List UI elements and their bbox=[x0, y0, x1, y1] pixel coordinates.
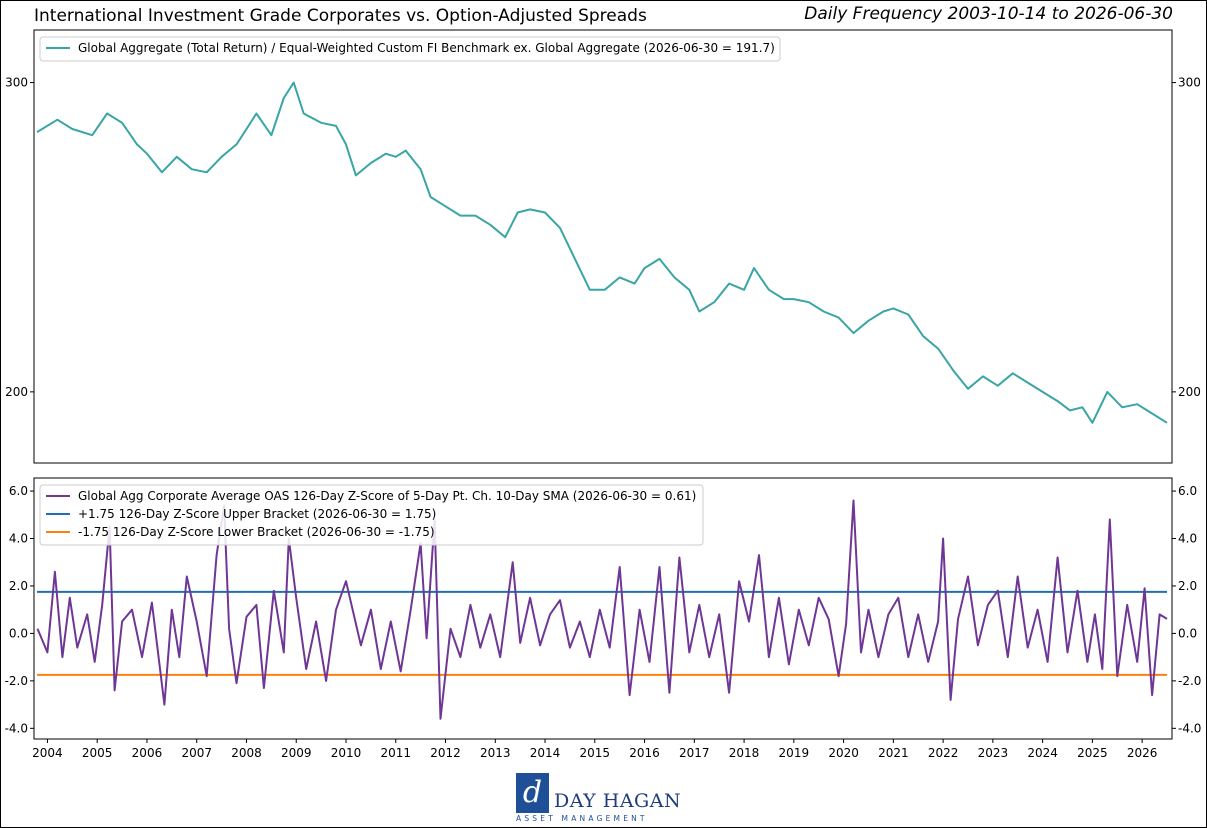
x-tick: 2021 bbox=[878, 739, 909, 760]
x-tick: 2009 bbox=[281, 739, 312, 760]
x-tick: 2004 bbox=[32, 739, 63, 760]
x-tick-label: 2007 bbox=[181, 746, 212, 760]
y-tick-label-left: 6.0 bbox=[9, 484, 28, 498]
x-tick-label: 2009 bbox=[281, 746, 312, 760]
y-tick-label-right: 2.0 bbox=[1178, 579, 1197, 593]
y-tick: 200 200 bbox=[5, 385, 1201, 399]
logo-tagline: ASSET MANAGEMENT bbox=[516, 814, 648, 823]
x-tick-label: 2026 bbox=[1127, 746, 1158, 760]
y-tick: -4.0 -4.0 bbox=[5, 721, 1202, 735]
y-tick-label-left: 200 bbox=[5, 385, 28, 399]
axes-frame bbox=[33, 477, 1173, 740]
y-tick: 4.0 4.0 bbox=[9, 532, 1197, 546]
y-tick: 0.0 0.0 bbox=[9, 626, 1197, 640]
x-tick: 2019 bbox=[779, 739, 810, 760]
axes-frame bbox=[33, 29, 1173, 464]
legend-box bbox=[39, 484, 704, 546]
x-tick: 2007 bbox=[181, 739, 212, 760]
y-tick-label-right: 4.0 bbox=[1178, 532, 1197, 546]
chart-subtitle: Daily Frequency 2003-10-14 to 2026-06-30 bbox=[804, 4, 1173, 24]
x-tick: 2023 bbox=[978, 739, 1009, 760]
x-tick-label: 2010 bbox=[331, 746, 362, 760]
x-tick-label: 2008 bbox=[231, 746, 262, 760]
legend: Global Agg Corporate Average OAS 126-Day… bbox=[39, 484, 704, 546]
legend-entry-2: +1.75 126-Day Z-Score Upper Bracket (202… bbox=[78, 507, 436, 521]
y-tick: 6.0 6.0 bbox=[9, 484, 1197, 498]
x-tick-label: 2018 bbox=[729, 746, 760, 760]
y-tick-label-right: -2.0 bbox=[1178, 674, 1201, 688]
x-tick-label: 2020 bbox=[828, 746, 859, 760]
legend-entry-1: Global Agg Corporate Average OAS 126-Day… bbox=[78, 489, 696, 503]
y-tick-label-right: 200 bbox=[1178, 385, 1201, 399]
x-tick-label: 2013 bbox=[480, 746, 511, 760]
x-tick-label: 2004 bbox=[32, 746, 63, 760]
x-tick-label: 2005 bbox=[82, 746, 113, 760]
panel-1: 200 200 300 300 Global Aggregate (Total Retu… bbox=[5, 29, 1201, 464]
y-tick-label-left: 0.0 bbox=[9, 626, 28, 640]
series-line-1 bbox=[36, 81, 1168, 424]
legend-entry-3: -1.75 126-Day Z-Score Lower Bracket (202… bbox=[78, 525, 435, 539]
legend-entry-1: Global Aggregate (Total Return) / Equal-… bbox=[78, 41, 775, 55]
x-tick: 2013 bbox=[480, 739, 511, 760]
x-tick: 2017 bbox=[679, 739, 710, 760]
x-tick-label: 2025 bbox=[1077, 746, 1108, 760]
x-tick: 2006 bbox=[132, 739, 163, 760]
x-tick: 2026 bbox=[1127, 739, 1158, 760]
x-tick-label: 2016 bbox=[629, 746, 660, 760]
x-tick: 2010 bbox=[331, 739, 362, 760]
x-tick-label: 2017 bbox=[679, 746, 710, 760]
x-tick-label: 2022 bbox=[928, 746, 959, 760]
y-tick-label-left: 2.0 bbox=[9, 579, 28, 593]
x-tick-label: 2023 bbox=[978, 746, 1009, 760]
y-tick: 300 300 bbox=[5, 76, 1201, 90]
day-hagan-logo: d DAY HAGAN ASSET MANAGEMENT bbox=[516, 773, 681, 823]
x-tick: 2008 bbox=[231, 739, 262, 760]
y-tick-label-left: -2.0 bbox=[5, 674, 28, 688]
logo-mark: d bbox=[516, 773, 549, 813]
x-tick-label: 2021 bbox=[878, 746, 909, 760]
x-tick: 2024 bbox=[1027, 739, 1058, 760]
legend: Global Aggregate (Total Return) / Equal-… bbox=[39, 36, 781, 62]
x-tick: 2011 bbox=[380, 739, 411, 760]
x-tick: 2016 bbox=[629, 739, 660, 760]
x-tick-label: 2024 bbox=[1027, 746, 1058, 760]
x-tick-label: 2019 bbox=[779, 746, 810, 760]
x-tick-label: 2015 bbox=[580, 746, 611, 760]
x-tick: 2012 bbox=[430, 739, 461, 760]
y-tick: -2.0 -2.0 bbox=[5, 674, 1202, 688]
series-line-1 bbox=[36, 499, 1168, 720]
y-tick-label-left: 300 bbox=[5, 76, 28, 90]
y-tick-label-right: 6.0 bbox=[1178, 484, 1197, 498]
x-tick-label: 2012 bbox=[430, 746, 461, 760]
panel-2: -4.0 -4.0-2.0 -2.00.0 0.02.0 2.04.0 4.06.0 6.0… bbox=[5, 477, 1202, 760]
logo-name: DAY HAGAN bbox=[554, 790, 682, 812]
y-tick-label-right: -4.0 bbox=[1178, 721, 1201, 735]
legend-box bbox=[39, 36, 781, 62]
y-tick-label-left: -4.0 bbox=[5, 721, 28, 735]
x-tick: 2022 bbox=[928, 739, 959, 760]
y-tick-label-right: 0.0 bbox=[1178, 626, 1197, 640]
x-tick: 2020 bbox=[828, 739, 859, 760]
x-tick-label: 2006 bbox=[132, 746, 163, 760]
x-tick: 2015 bbox=[580, 739, 611, 760]
y-tick: 2.0 2.0 bbox=[9, 579, 1197, 593]
y-tick-label-right: 300 bbox=[1178, 76, 1201, 90]
x-tick: 2025 bbox=[1077, 739, 1108, 760]
y-tick-label-left: 4.0 bbox=[9, 532, 28, 546]
x-tick-label: 2014 bbox=[530, 746, 561, 760]
x-tick: 2018 bbox=[729, 739, 760, 760]
x-tick-label: 2011 bbox=[380, 746, 411, 760]
chart-title: International Investment Grade Corporate… bbox=[34, 6, 647, 26]
x-tick: 2014 bbox=[530, 739, 561, 760]
x-tick: 2005 bbox=[82, 739, 113, 760]
